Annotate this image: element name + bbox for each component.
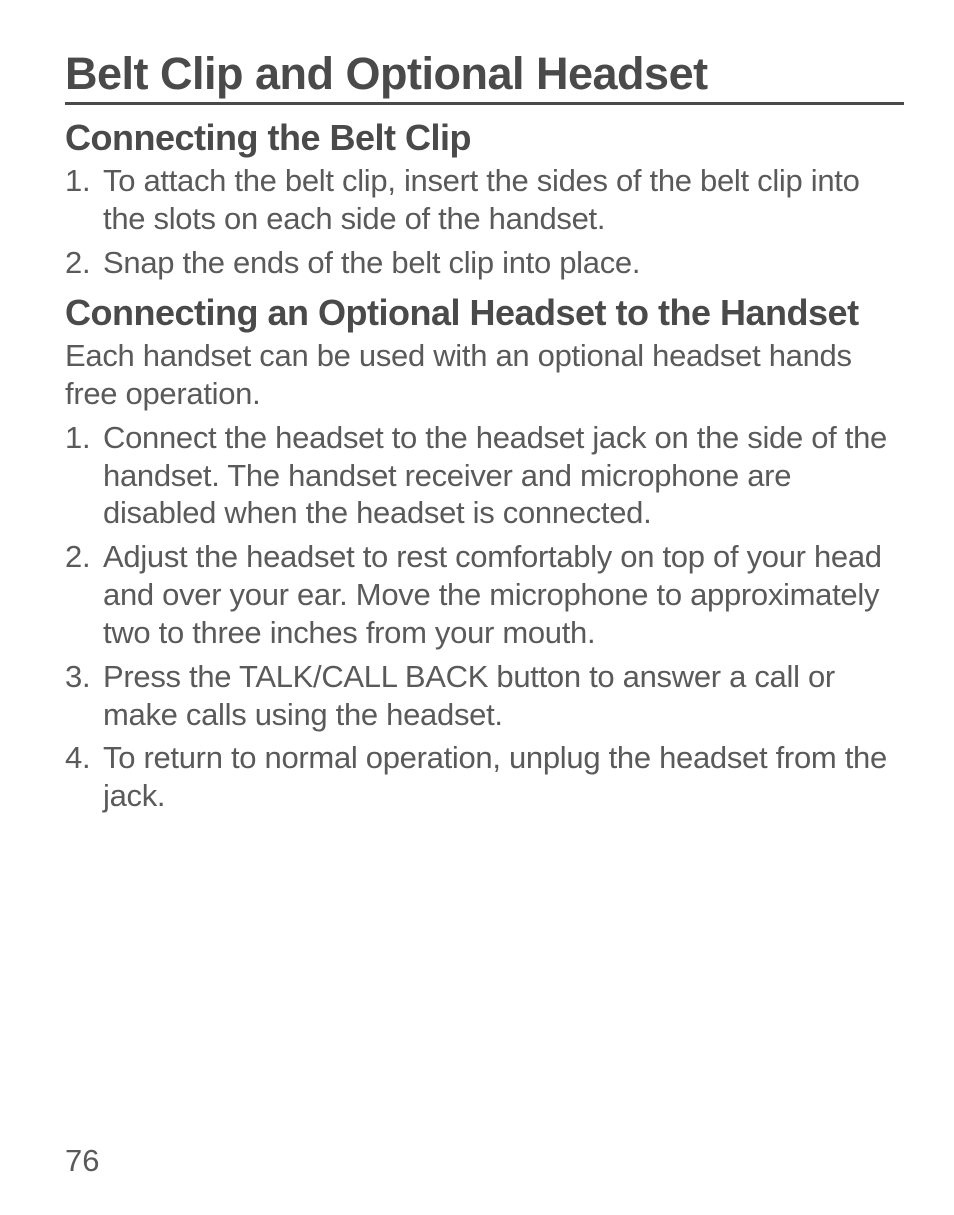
page-title: Belt Clip and Optional Headset (65, 48, 904, 105)
headset-steps: Connect the headset to the headset jack … (65, 419, 904, 815)
section-intro: Each handset can be used with an optiona… (65, 337, 904, 413)
list-item: Snap the ends of the belt clip into plac… (65, 244, 904, 282)
section-heading-belt-clip: Connecting the Belt Clip (65, 117, 904, 158)
list-item: To attach the belt clip, insert the side… (65, 162, 904, 238)
list-item: Press the TALK/CALL BACK button to answe… (65, 658, 904, 734)
section-heading-headset: Connecting an Optional Headset to the Ha… (65, 292, 904, 333)
list-item: Adjust the headset to rest comfortably o… (65, 538, 904, 651)
list-item: To return to normal operation, unplug th… (65, 739, 904, 815)
page-number: 76 (65, 1143, 99, 1179)
belt-clip-steps: To attach the belt clip, insert the side… (65, 162, 904, 281)
list-item: Connect the headset to the headset jack … (65, 419, 904, 532)
